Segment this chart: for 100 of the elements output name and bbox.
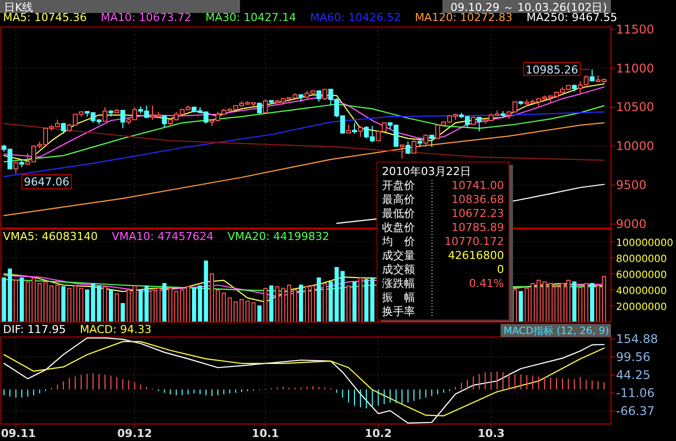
- text: 开盘价 10741.00: [382, 179, 504, 192]
- text: 均 价 10770.172: [382, 235, 504, 248]
- candlestick: [429, 134, 434, 148]
- text: MA10: 10673.72: [100, 11, 192, 24]
- bar: [150, 289, 155, 322]
- bar: [108, 289, 113, 322]
- candlestick: [262, 98, 268, 114]
- bar: [43, 281, 48, 322]
- bar: [245, 300, 250, 322]
- y-tick-label: 80000000: [616, 254, 667, 265]
- bar: [572, 281, 576, 322]
- candlestick: [417, 137, 422, 148]
- y-tick-label: 10000: [616, 139, 654, 154]
- bar: [257, 305, 262, 322]
- annotation: 10985.26: [526, 63, 578, 76]
- candlestick: [406, 141, 410, 154]
- bar: [14, 280, 18, 322]
- bar: [596, 285, 600, 322]
- candlestick: [316, 90, 322, 102]
- bar: [198, 285, 202, 322]
- candlestick: [590, 68, 595, 82]
- annotation: 振 幅: [382, 291, 415, 304]
- bar: [560, 283, 565, 322]
- chart-subtitle: 09.10.29 ～ 10.03.26(102日): [450, 1, 607, 14]
- text: VMA5: 46083140: [3, 230, 98, 243]
- candlestick: [120, 110, 126, 129]
- text: MA30: 10427.14: [205, 11, 296, 24]
- bar: [548, 283, 553, 322]
- line-series: [3, 111, 605, 178]
- y-tick-label: -11.06: [616, 386, 655, 400]
- bar: [304, 286, 310, 322]
- bar: [263, 288, 268, 322]
- series-label: MACD: 94.33: [80, 323, 152, 336]
- bar: [293, 289, 298, 322]
- annotation: 2010年03月22日: [382, 165, 471, 178]
- candlestick: [352, 122, 357, 134]
- bar: [204, 260, 208, 322]
- y-tick-label: 10500: [616, 100, 654, 114]
- text: 涨跌幅 0.41%: [382, 277, 504, 290]
- text: MA120: 10272.83: [414, 11, 513, 24]
- y-tick-label: 20000000: [616, 302, 667, 313]
- y-tick-label: 11500: [616, 22, 654, 36]
- y-tick-label: 9000: [616, 217, 647, 232]
- bar: [210, 273, 214, 322]
- bar: [8, 268, 12, 322]
- y-tick-label: 60000000: [616, 270, 667, 281]
- bar: [316, 277, 321, 322]
- y-tick-label: 11000: [616, 61, 654, 76]
- candlestick: [411, 139, 416, 154]
- series-label: DIF: 117.95: [3, 323, 66, 336]
- bar: [20, 277, 24, 322]
- text: VMA20: 44199832: [227, 230, 330, 243]
- bar: [602, 276, 606, 322]
- y-tick-label: 40000000: [616, 286, 667, 297]
- bar: [554, 286, 559, 322]
- bar: [346, 285, 351, 322]
- bar: [55, 284, 60, 322]
- y-tick-label: 154.88: [616, 332, 658, 346]
- chart-title: 日K线: [4, 1, 34, 14]
- x-tick-label: 10.3: [478, 427, 505, 440]
- text: MACD指标 (12, 26, 9): [504, 325, 610, 337]
- x-tick-label: 10.2: [364, 427, 392, 440]
- bar: [192, 288, 196, 322]
- bar: [49, 285, 54, 322]
- bar: [2, 277, 6, 322]
- line-series: [3, 123, 605, 161]
- bar: [114, 293, 119, 322]
- bar: [310, 285, 315, 322]
- bar: [518, 291, 523, 322]
- text: MA5: 10745.36: [3, 11, 87, 24]
- candlestick: [358, 125, 363, 138]
- candlestick: [102, 106, 108, 122]
- bar: [61, 286, 66, 322]
- bar: [96, 285, 102, 322]
- bar: [156, 288, 161, 322]
- bar: [298, 284, 304, 322]
- candlestick: [400, 144, 404, 160]
- bar: [590, 283, 594, 322]
- text: 成交量 42616800: [382, 249, 504, 262]
- candlestick: [162, 115, 167, 128]
- bar: [358, 277, 363, 322]
- annotation: 9647.06: [24, 176, 70, 189]
- text: MA250: 9467.55: [526, 11, 618, 24]
- bar: [162, 283, 166, 322]
- y-tick-label: -66.37: [616, 404, 655, 418]
- line-series: [3, 104, 605, 162]
- bar: [120, 303, 125, 322]
- annotation: 换手率: [382, 305, 415, 318]
- bar: [512, 289, 517, 322]
- x-tick-label: 10.1: [252, 427, 279, 440]
- y-tick-label: 99.56: [616, 350, 650, 364]
- x-tick-label: 09.12: [117, 427, 152, 440]
- candlestick: [423, 134, 428, 148]
- candlestick: [257, 102, 262, 114]
- y-tick-label: 100000000: [616, 238, 674, 249]
- text: 最高价 10836.68: [382, 193, 504, 206]
- bar: [85, 289, 90, 322]
- bar: [322, 283, 327, 322]
- text: 最低价 10672.23: [382, 207, 504, 220]
- bar: [138, 289, 143, 322]
